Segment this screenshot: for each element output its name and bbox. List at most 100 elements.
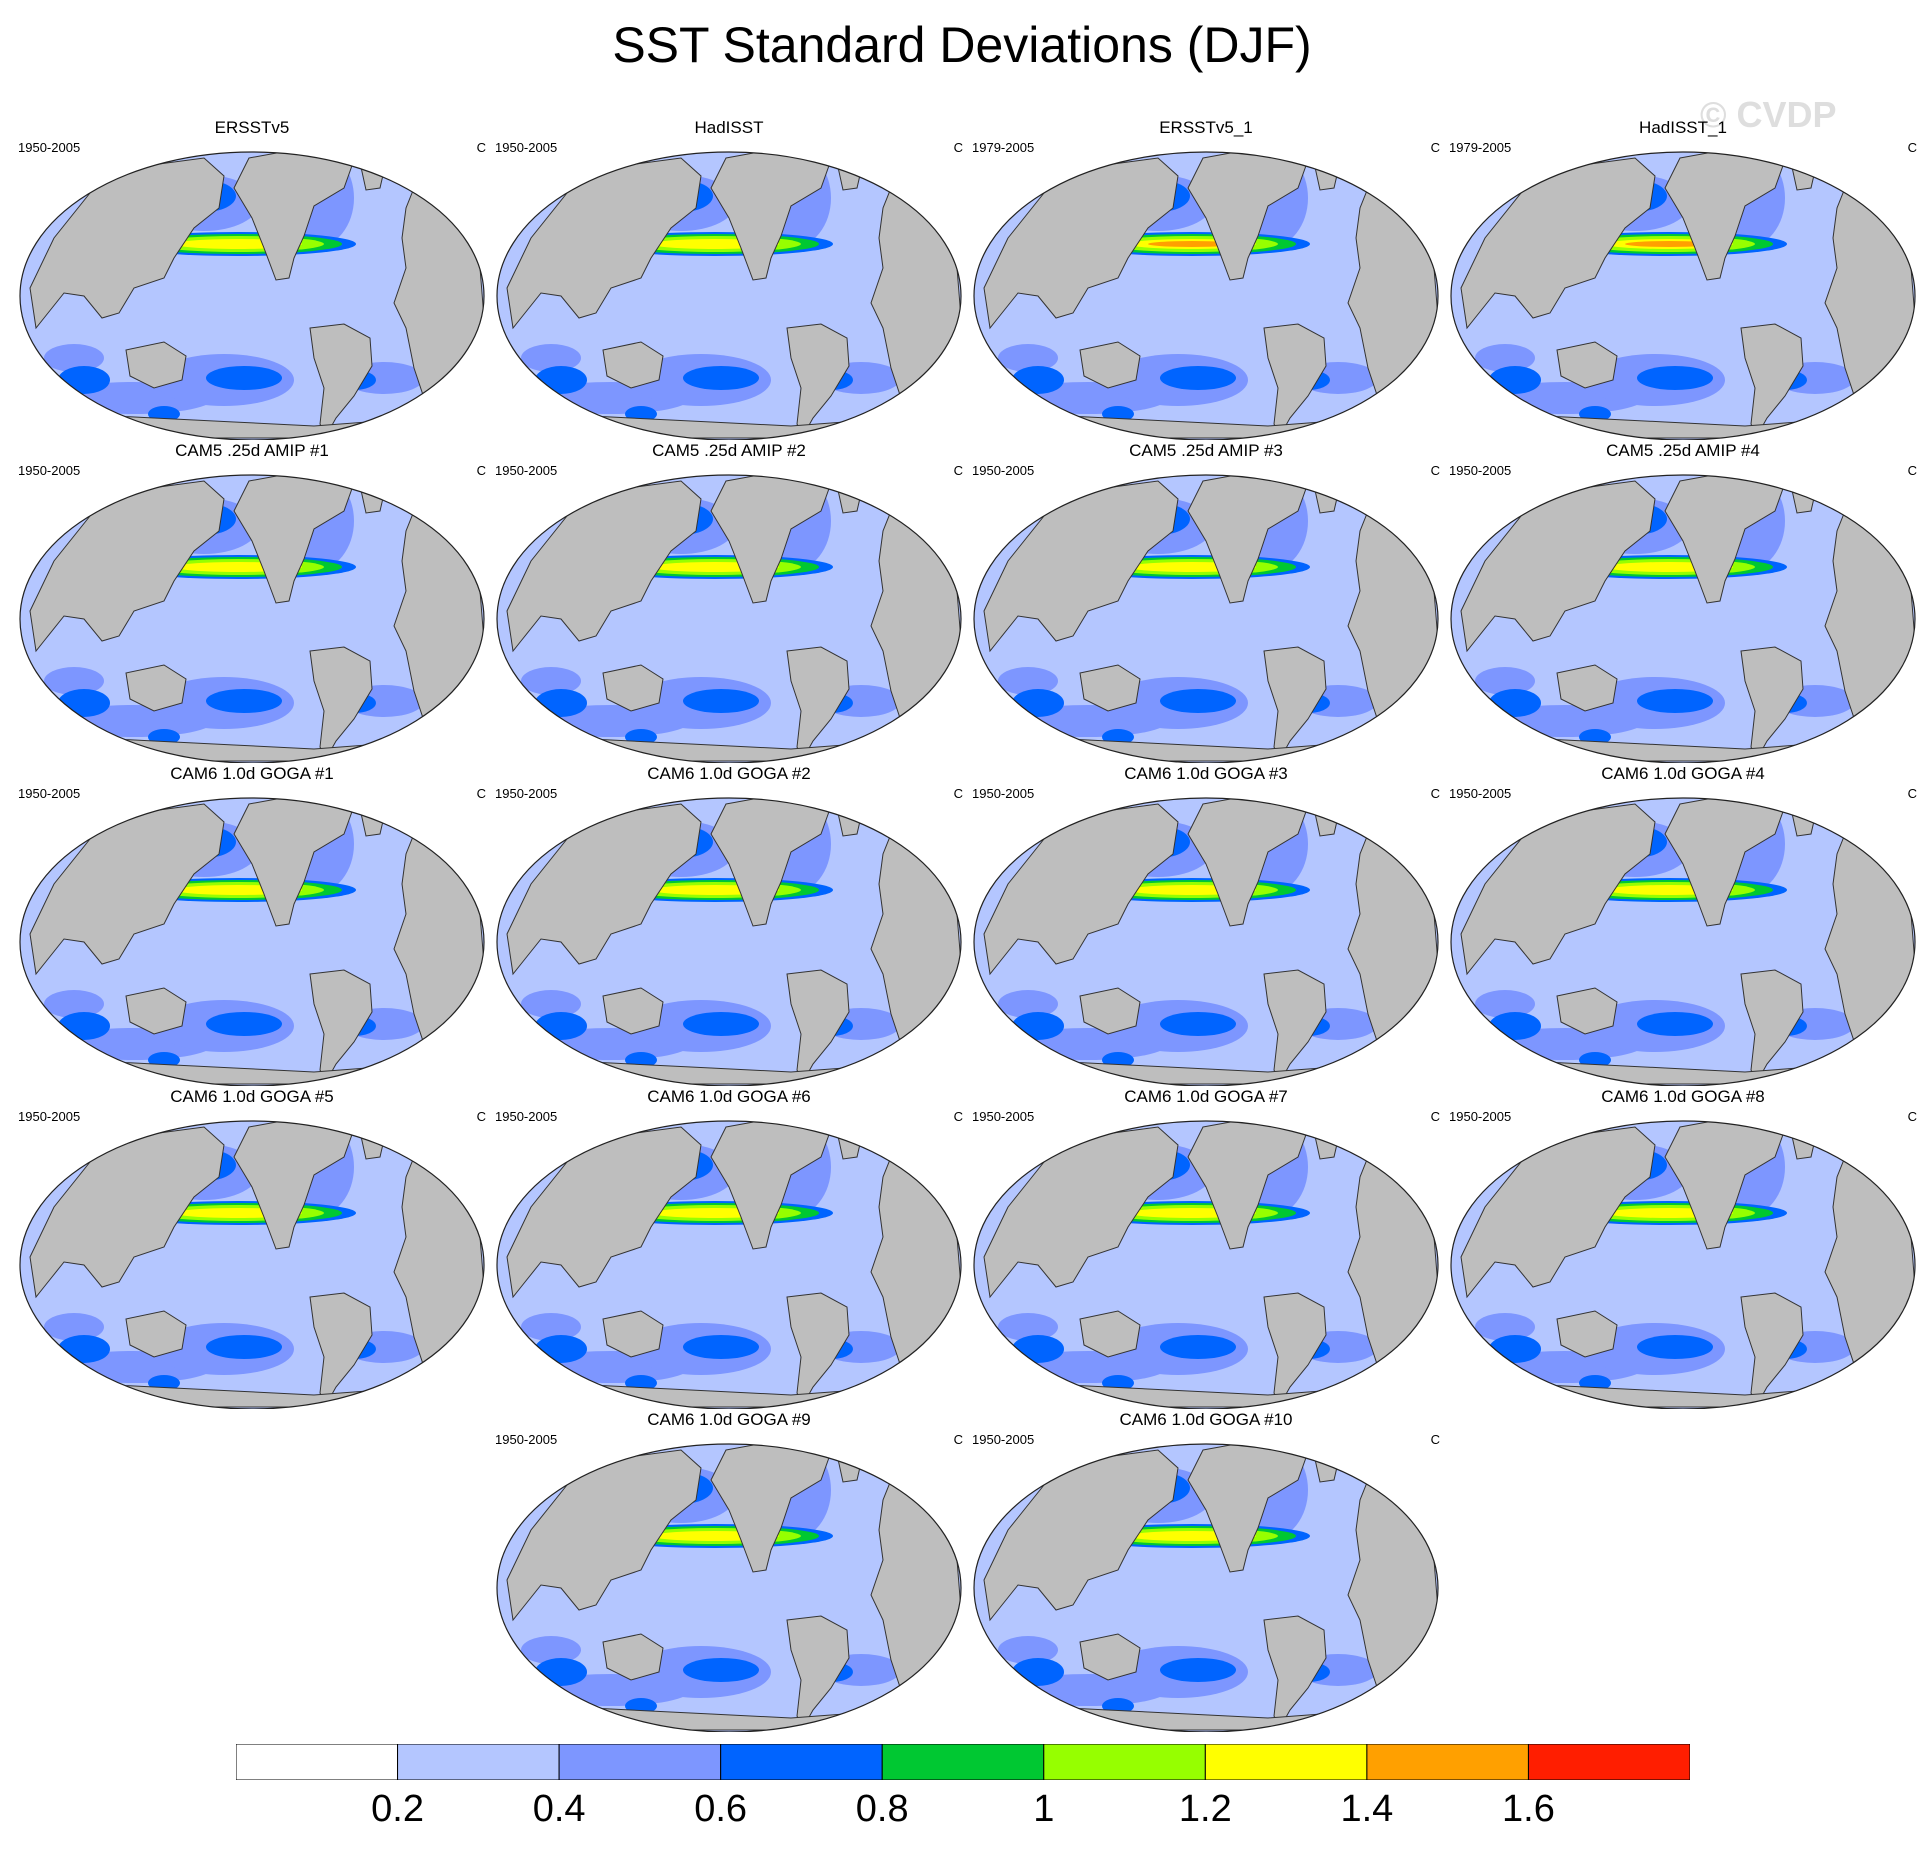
map-panel: CAM5 .25d AMIP #4 1950-2005 C	[1445, 441, 1921, 763]
colorbar-segment	[881, 1744, 1045, 1780]
map-panel: CAM5 .25d AMIP #2 1950-2005 C	[491, 441, 967, 763]
panel-period: 1950-2005	[495, 140, 558, 155]
panel-period: 1950-2005	[18, 1109, 81, 1124]
panel-title: ERSSTv5_1	[1159, 118, 1253, 137]
panel-title: CAM6 1.0d GOGA #6	[647, 1087, 811, 1106]
globe-map	[496, 151, 962, 440]
panel-title: CAM5 .25d AMIP #3	[1129, 441, 1283, 460]
globe-map	[1450, 797, 1916, 1086]
colorbar-tick-label: 0.2	[371, 1788, 424, 1830]
panel-period: 1950-2005	[495, 1109, 558, 1124]
panel-title: CAM6 1.0d GOGA #2	[647, 764, 811, 783]
panel-units: C	[476, 140, 486, 155]
map-panel: HadISST 1950-2005 C	[491, 118, 967, 440]
panel-units: C	[1430, 463, 1440, 478]
globe-map	[496, 797, 962, 1086]
panel-units: C	[1907, 463, 1917, 478]
cvdp-watermark: © CVDP	[1700, 94, 1837, 135]
panel-units: C	[953, 1432, 963, 1447]
panel-title: CAM6 1.0d GOGA #1	[170, 764, 334, 783]
panel-period: 1950-2005	[972, 1109, 1035, 1124]
panel-units: C	[953, 140, 963, 155]
panel-units: C	[476, 1109, 486, 1124]
panel-period: 1950-2005	[972, 1432, 1035, 1447]
map-panel: CAM6 1.0d GOGA #4 1950-2005 C	[1445, 764, 1921, 1086]
globe-map	[1450, 151, 1916, 440]
map-panel: CAM6 1.0d GOGA #2 1950-2005 C	[491, 764, 967, 1086]
panel-period: 1979-2005	[1449, 140, 1512, 155]
colorbar-tick-label: 1.6	[1502, 1788, 1555, 1830]
map-panel: CAM6 1.0d GOGA #3 1950-2005 C	[968, 764, 1444, 1086]
globe-map	[973, 474, 1439, 763]
panel-units: C	[953, 463, 963, 478]
colorbar-segment	[558, 1744, 722, 1780]
panel-units: C	[953, 786, 963, 801]
map-panel: CAM6 1.0d GOGA #10 1950-2005 C	[968, 1410, 1444, 1732]
panel-period: 1950-2005	[495, 1432, 558, 1447]
panel-period: 1950-2005	[18, 463, 81, 478]
panel-title: CAM6 1.0d GOGA #8	[1601, 1087, 1765, 1106]
panel-units: C	[953, 1109, 963, 1124]
panel-period: 1950-2005	[18, 786, 81, 801]
colorbar-segment	[1527, 1744, 1690, 1780]
panel-title: CAM6 1.0d GOGA #10	[1119, 1410, 1293, 1429]
panel-period: 1950-2005	[495, 463, 558, 478]
map-panel: CAM6 1.0d GOGA #8 1950-2005 C	[1445, 1087, 1921, 1409]
globe-map	[496, 1443, 962, 1732]
panel-title: HadISST_1	[1639, 118, 1727, 137]
colorbar-tick-label: 1.2	[1178, 1788, 1232, 1830]
map-panel: CAM5 .25d AMIP #3 1950-2005 C	[968, 441, 1444, 763]
map-panel: CAM6 1.0d GOGA #7 1950-2005 C	[968, 1087, 1444, 1409]
globe-map	[19, 797, 485, 1086]
globe-map	[973, 797, 1439, 1086]
colorbar-segment	[720, 1744, 883, 1780]
colorbar-tick-label: 0.4	[532, 1788, 586, 1830]
panel-title: CAM6 1.0d GOGA #5	[170, 1087, 334, 1106]
panel-title: ERSSTv5	[214, 118, 290, 137]
map-panel: CAM6 1.0d GOGA #9 1950-2005 C	[491, 1410, 967, 1732]
panel-period: 1950-2005	[1449, 1109, 1512, 1124]
panel-units: C	[1430, 140, 1440, 155]
panel-units: C	[1430, 786, 1440, 801]
panel-units: C	[1430, 1432, 1440, 1447]
map-panel: CAM6 1.0d GOGA #1 1950-2005 C	[14, 764, 490, 1086]
globe-map	[19, 151, 485, 440]
panel-period: 1950-2005	[1449, 463, 1512, 478]
panel-title: HadISST	[694, 118, 764, 137]
panel-units: C	[476, 463, 486, 478]
colorbar-segment	[1204, 1744, 1368, 1780]
panel-period: 1950-2005	[972, 463, 1035, 478]
colorbar-segment	[236, 1744, 399, 1780]
panel-title: CAM5 .25d AMIP #1	[175, 441, 329, 460]
panel-units: C	[476, 786, 486, 801]
panel-units: C	[1907, 1109, 1917, 1124]
panel-units: C	[1430, 1109, 1440, 1124]
globe-map	[973, 1120, 1439, 1409]
panel-title: CAM6 1.0d GOGA #7	[1124, 1087, 1288, 1106]
map-panel: CAM6 1.0d GOGA #5 1950-2005 C	[14, 1087, 490, 1409]
map-panel: ERSSTv5_1 1979-2005 C	[968, 118, 1444, 440]
panel-units: C	[1907, 140, 1917, 155]
panel-title: CAM6 1.0d GOGA #9	[647, 1410, 811, 1429]
map-panel: ERSSTv5 1950-2005 C	[14, 118, 490, 440]
globe-map	[1450, 1120, 1916, 1409]
panel-period: 1950-2005	[495, 786, 558, 801]
panel-period: 1950-2005	[972, 786, 1035, 801]
panel-period: 1950-2005	[1449, 786, 1512, 801]
panel-title: CAM5 .25d AMIP #4	[1606, 441, 1760, 460]
map-panel: CAM6 1.0d GOGA #6 1950-2005 C	[491, 1087, 967, 1409]
globe-map	[1450, 474, 1916, 763]
figure-title: SST Standard Deviations (DJF)	[612, 17, 1312, 73]
panel-title: CAM5 .25d AMIP #2	[652, 441, 806, 460]
panel-title: CAM6 1.0d GOGA #4	[1601, 764, 1765, 783]
colorbar-segment	[1043, 1744, 1206, 1780]
panel-period: 1950-2005	[18, 140, 81, 155]
panel-units: C	[1907, 786, 1917, 801]
colorbar-tick-label: 0.6	[694, 1788, 748, 1830]
globe-map	[19, 474, 485, 763]
colorbar-segment	[1366, 1744, 1529, 1780]
colorbar-tick-label: 1	[1033, 1788, 1055, 1830]
map-panel: CAM5 .25d AMIP #1 1950-2005 C	[14, 441, 490, 763]
panel-period: 1979-2005	[972, 140, 1035, 155]
globe-map	[496, 474, 962, 763]
